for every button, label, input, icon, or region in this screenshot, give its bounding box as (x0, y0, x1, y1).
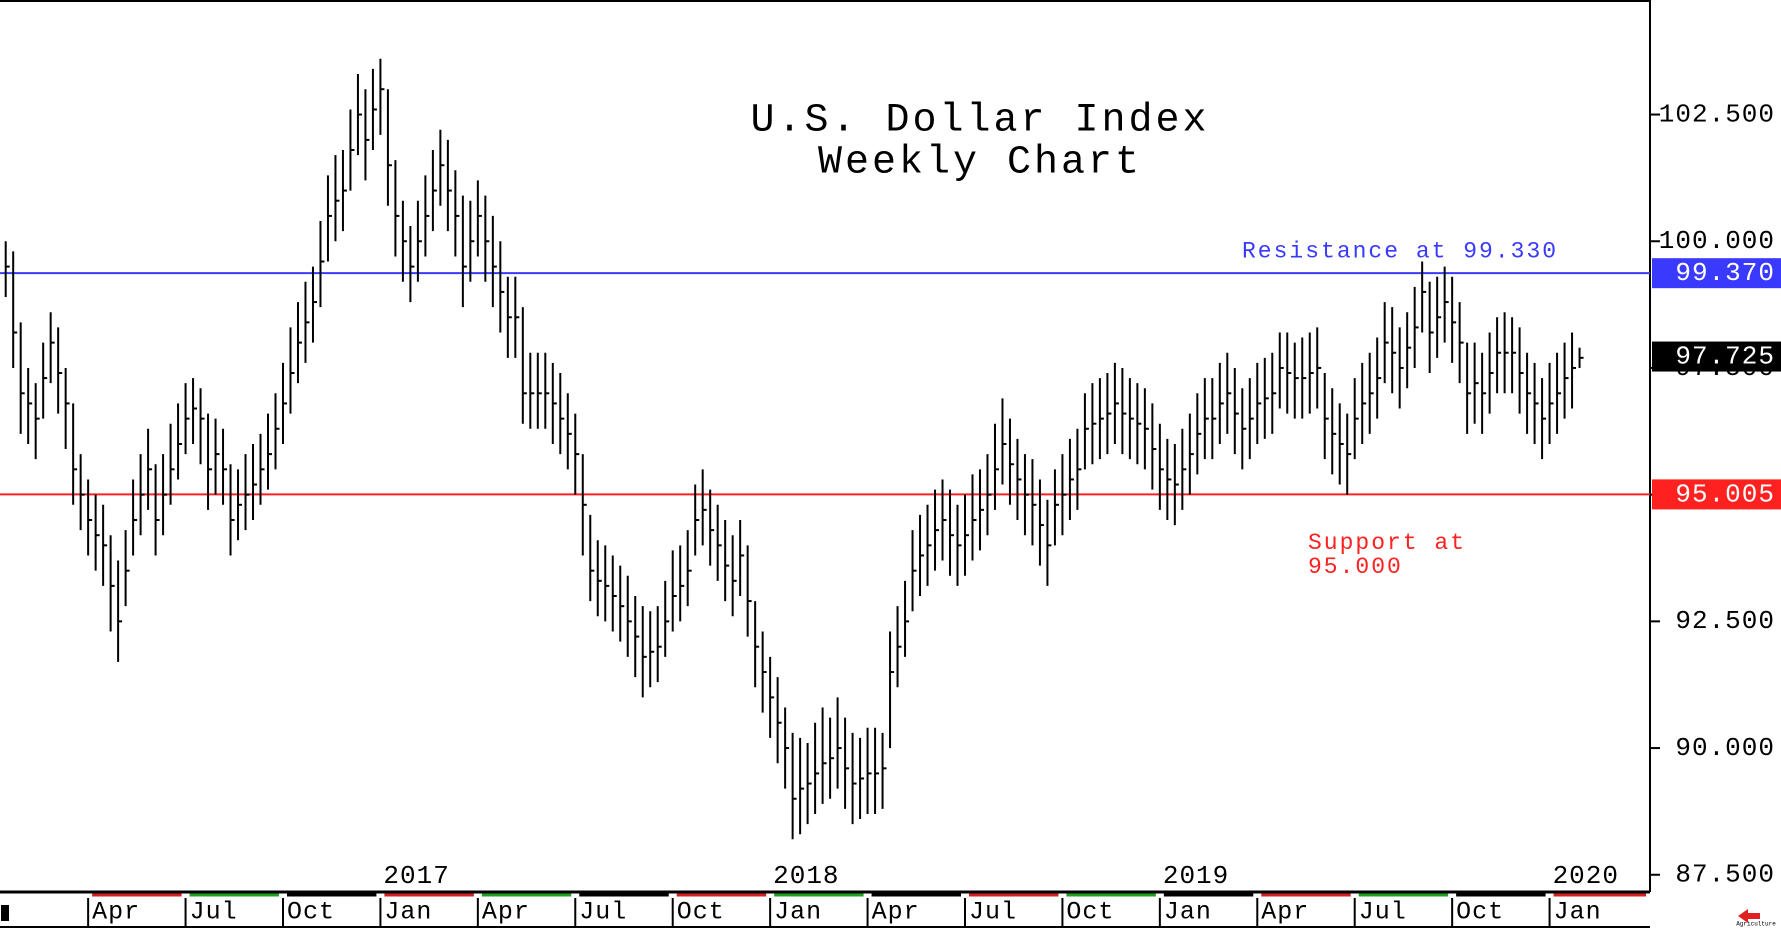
annotation: Support at (1308, 530, 1466, 556)
year-label: 2017 (383, 861, 449, 891)
x-tick-label: Jan (384, 898, 432, 927)
x-tick-label: Apr (872, 898, 920, 927)
y-tick-label: 102.500 (1659, 99, 1775, 129)
x-tick-label: Apr (482, 898, 530, 927)
x-tick-label: Apr (1261, 898, 1309, 927)
year-label: 2020 (1553, 861, 1619, 891)
level-label: 95.005 (1675, 479, 1775, 509)
x-tick-label: Apr (92, 898, 140, 927)
left-marker (1, 905, 9, 921)
x-tick-label: Oct (1066, 898, 1114, 927)
last-price-label: 97.725 (1675, 341, 1775, 371)
level-box (1652, 258, 1781, 289)
x-tick-label: Jan (1554, 898, 1602, 927)
level-label: 99.370 (1675, 258, 1775, 288)
x-tick-label: Jul (969, 898, 1017, 927)
year-label: 2019 (1163, 861, 1229, 891)
x-tick-label: Jul (579, 898, 627, 927)
x-tick-label: Jul (190, 898, 238, 927)
x-tick-label: Jan (1164, 898, 1212, 927)
x-tick-label: Jul (1359, 898, 1407, 927)
year-label: 2018 (773, 861, 839, 891)
x-tick-label: Oct (287, 898, 335, 927)
y-tick-label: 87.500 (1675, 860, 1775, 890)
chart-subtitle: Weekly Chart (818, 141, 1142, 186)
x-tick-label: Oct (1456, 898, 1504, 927)
y-tick-label: 90.000 (1675, 733, 1775, 763)
annotation: 95.000 (1308, 554, 1403, 580)
x-tick-label: Oct (677, 898, 725, 927)
x-tick-label: Jan (774, 898, 822, 927)
level-box (1652, 479, 1781, 510)
annotation: Resistance at 99.330 (1242, 238, 1558, 264)
last-price-box (1652, 341, 1781, 372)
chart-title: U.S. Dollar Index (750, 99, 1209, 144)
y-tick-label: 100.000 (1659, 226, 1775, 256)
footer-logo: Agriculture (1736, 921, 1776, 928)
y-tick-label: 92.500 (1675, 606, 1775, 636)
back-arrow (1738, 909, 1760, 923)
